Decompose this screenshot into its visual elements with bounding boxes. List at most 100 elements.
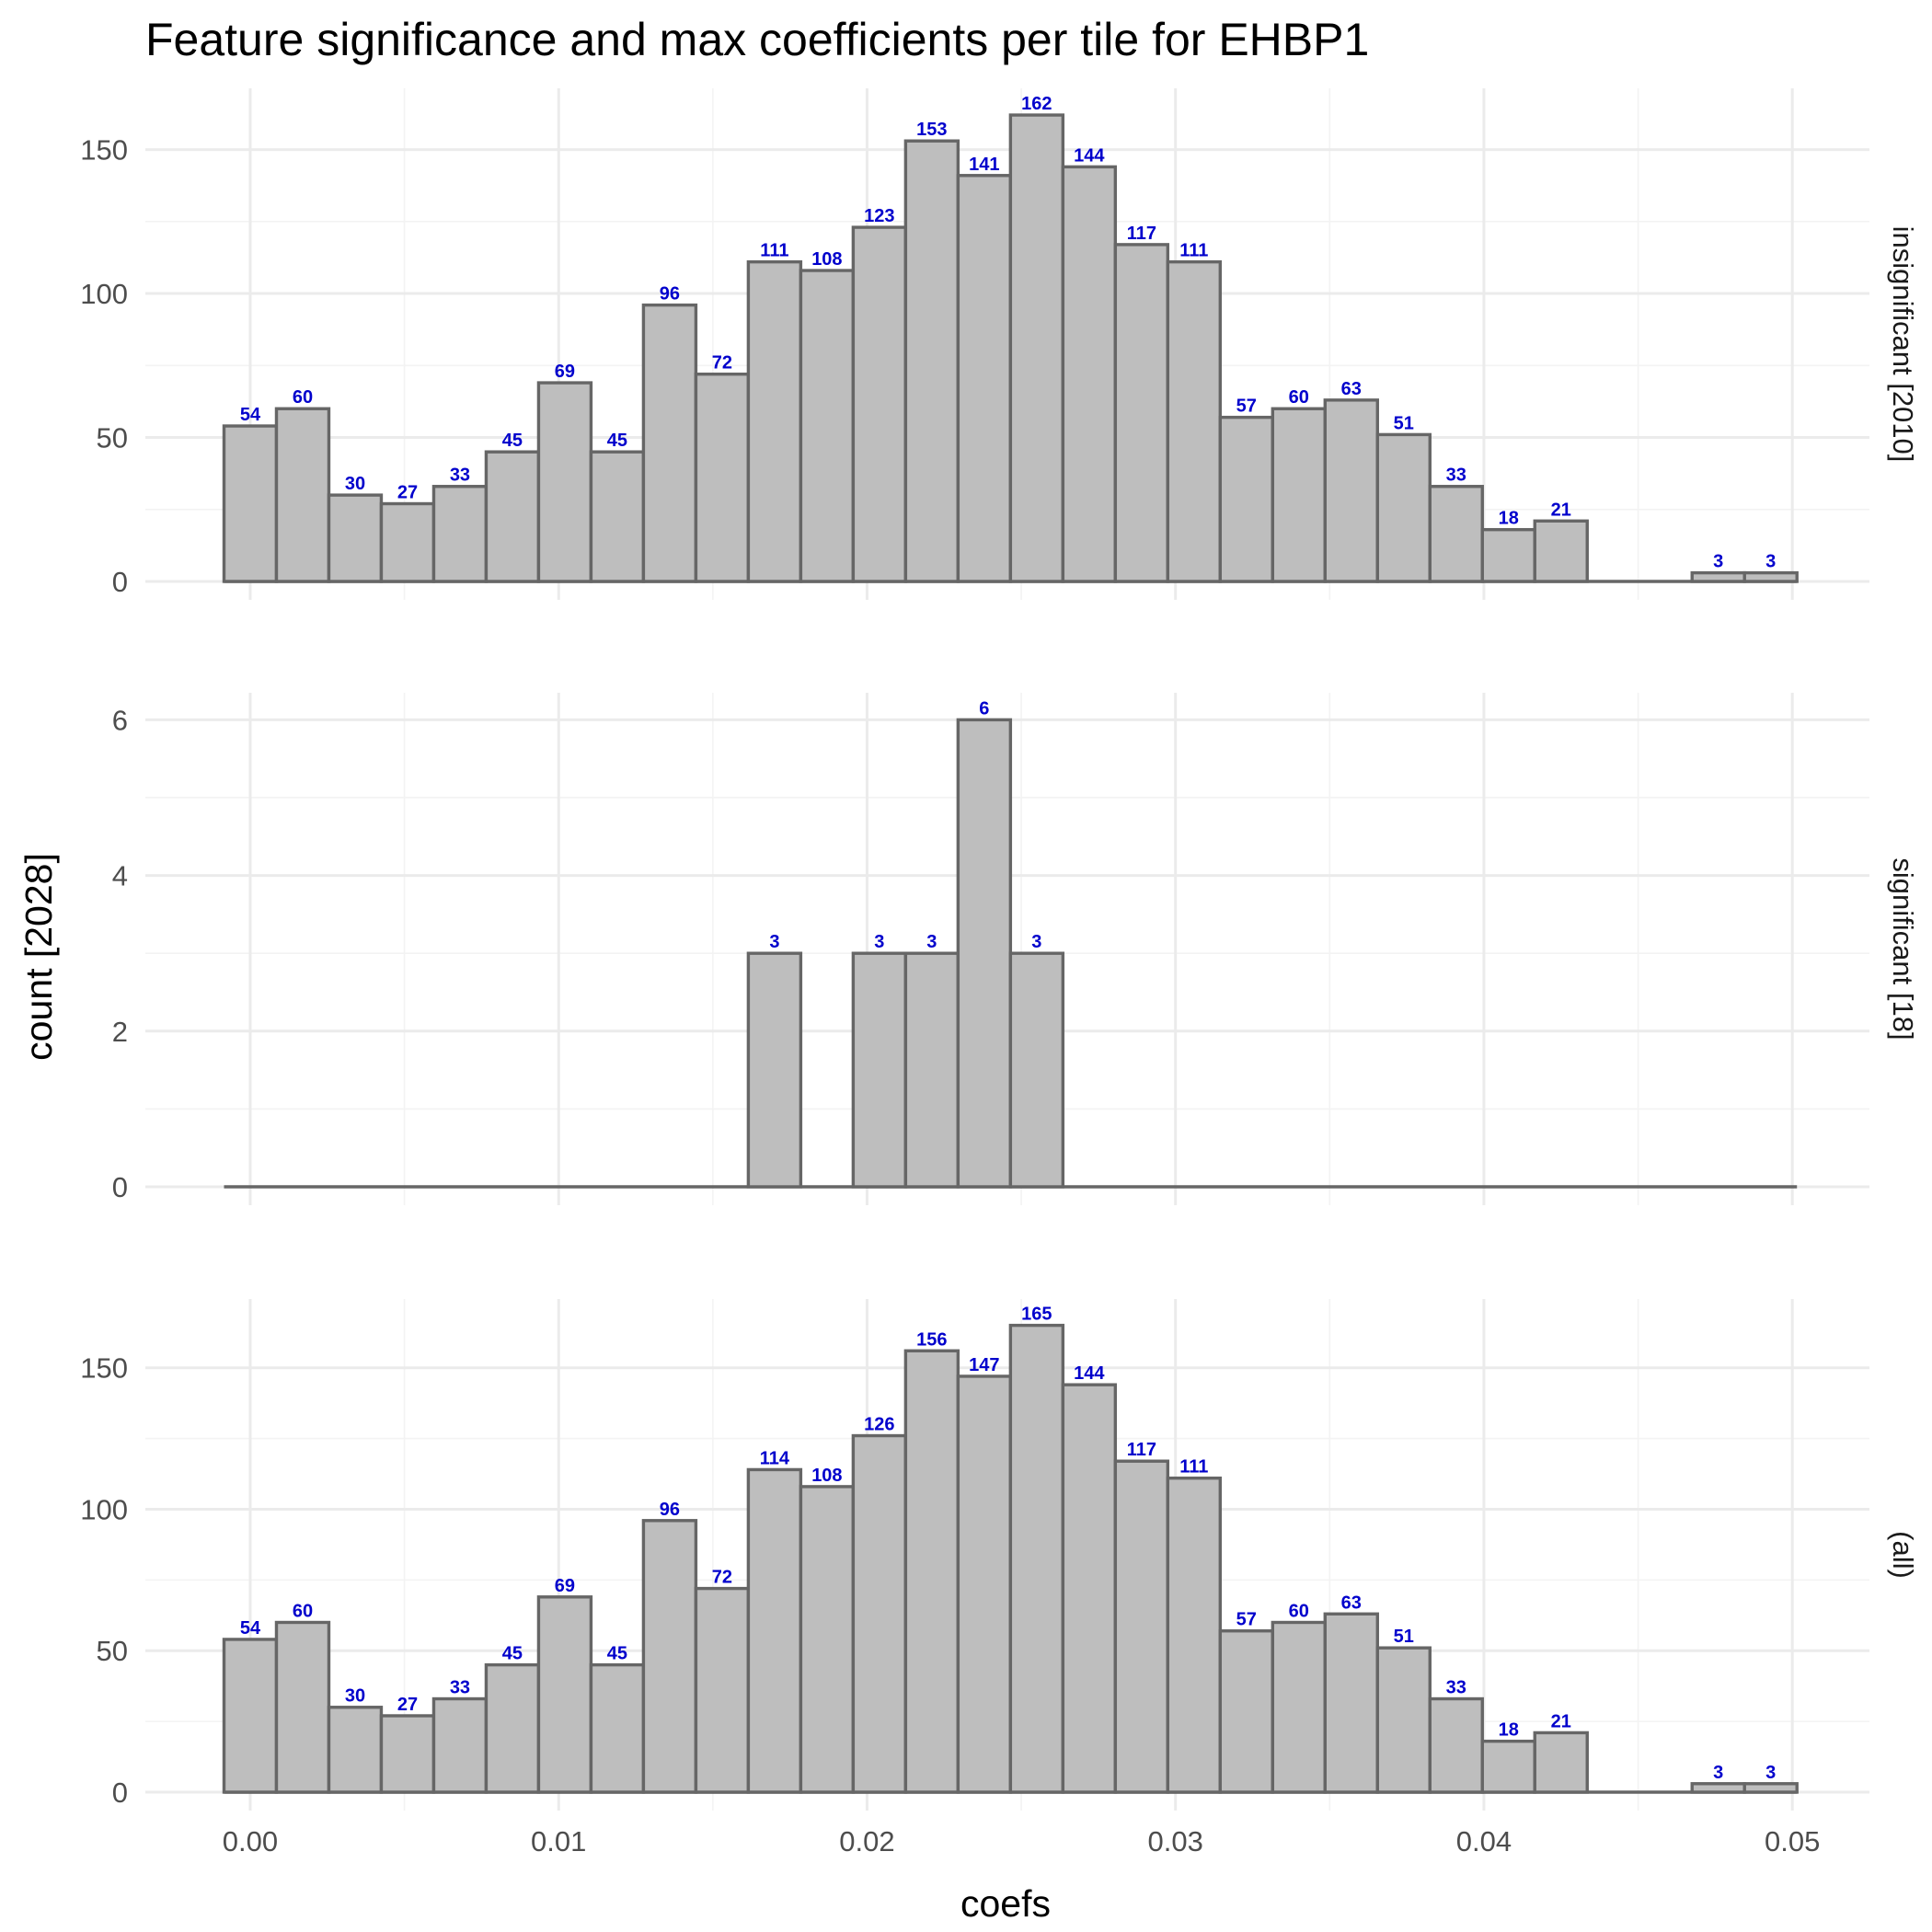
histogram-bar xyxy=(327,1706,384,1794)
bar-data-label: 72 xyxy=(712,1568,732,1588)
histogram-bar xyxy=(1166,259,1223,583)
histogram-bar xyxy=(589,450,646,583)
bar-data-label: 111 xyxy=(1179,241,1208,261)
bar-data-label: 96 xyxy=(660,284,680,305)
bar-data-label: 3 xyxy=(1031,932,1041,952)
bar-data-label: 3 xyxy=(769,932,779,952)
histogram-bar xyxy=(956,174,1013,583)
histogram-bar xyxy=(694,1586,751,1794)
y-axis-title: count [2028] xyxy=(17,853,60,1061)
bar-data-label: 3 xyxy=(1713,552,1723,572)
bar-data-label: 33 xyxy=(450,466,470,486)
y-tick-label: 100 xyxy=(80,278,128,310)
bar-data-label: 3 xyxy=(926,932,937,952)
y-tick-label: 4 xyxy=(112,860,128,892)
bar-data-label: 33 xyxy=(1446,1678,1466,1698)
bar-data-label: 123 xyxy=(864,206,894,226)
x-tick-label: 0.03 xyxy=(1148,1825,1203,1857)
bar-data-label: 69 xyxy=(555,1576,575,1596)
bar-data-label: 108 xyxy=(811,249,842,270)
y-tick-label: 6 xyxy=(112,704,128,736)
histogram-bar xyxy=(1690,570,1746,583)
facet-panel-significant: 0 2 4 6 3 3 3 6 3 significant [18] xyxy=(112,693,1919,1205)
histogram-bar xyxy=(536,381,593,583)
bar-data-label: 162 xyxy=(1021,94,1052,114)
x-tick-label: 0.01 xyxy=(531,1825,586,1857)
bar-data-label: 57 xyxy=(1236,1610,1257,1630)
histogram-bar xyxy=(431,485,489,583)
bar-data-label: 156 xyxy=(916,1329,947,1350)
histogram-bar xyxy=(379,501,436,583)
histogram-bar xyxy=(1690,1782,1746,1794)
y-tick-label: 50 xyxy=(97,422,128,454)
bar-data-label: 3 xyxy=(874,932,884,952)
histogram-bar xyxy=(1375,1646,1432,1794)
histogram-bar xyxy=(746,1467,803,1794)
bar-data-label: 3 xyxy=(1765,1763,1776,1783)
histogram-bar xyxy=(1061,165,1118,583)
histogram-bar xyxy=(903,1349,960,1794)
histogram-bar xyxy=(1533,1731,1589,1794)
bar-data-label: 60 xyxy=(293,387,313,408)
x-tick-label: 0.02 xyxy=(839,1825,894,1857)
bar-data-label: 69 xyxy=(555,362,575,382)
y-tick-label: 100 xyxy=(80,1493,128,1525)
histogram-bar xyxy=(484,1662,541,1794)
bar-data-label: 108 xyxy=(811,1466,842,1486)
bar-data-label: 54 xyxy=(240,1618,261,1639)
bar-data-label: 114 xyxy=(760,1448,790,1468)
histogram-bar xyxy=(956,1374,1013,1794)
bar-data-label: 18 xyxy=(1499,1720,1519,1741)
bar-data-label: 21 xyxy=(1551,500,1571,520)
histogram-bar xyxy=(1271,407,1327,583)
bar-data-label: 96 xyxy=(660,1500,680,1520)
histogram-bar xyxy=(1008,1323,1065,1794)
facet-strip-label: (all) xyxy=(1887,1531,1919,1579)
histogram-bar xyxy=(431,1696,489,1794)
bar-data-label: 153 xyxy=(916,120,947,140)
bar-data-label: 18 xyxy=(1499,509,1519,529)
histogram-bar xyxy=(799,269,856,583)
bar-data-label: 45 xyxy=(502,431,523,451)
bar-data-label: 147 xyxy=(969,1355,999,1375)
histogram-bar xyxy=(1113,243,1170,583)
bar-data-label: 63 xyxy=(1341,379,1362,399)
bar-data-label: 126 xyxy=(864,1415,894,1435)
bar-data-label: 117 xyxy=(1127,1440,1156,1460)
histogram-bar xyxy=(851,225,908,583)
bar-data-label: 60 xyxy=(1289,387,1309,408)
histogram-bar xyxy=(1428,485,1484,583)
histogram-bar xyxy=(1375,432,1432,583)
bar-data-label: 27 xyxy=(397,1695,418,1715)
histogram-bar xyxy=(1533,519,1589,583)
histogram-bar xyxy=(274,407,331,583)
histogram-bar xyxy=(641,303,698,583)
histogram-bar xyxy=(746,951,803,1189)
bar-data-label: 21 xyxy=(1551,1711,1571,1731)
histogram-bar xyxy=(1428,1696,1484,1794)
histogram-bar xyxy=(1218,415,1275,583)
y-tick-label: 150 xyxy=(80,134,128,167)
histogram-bar xyxy=(1271,1620,1327,1794)
histogram-bar xyxy=(851,1433,908,1794)
histogram-bar xyxy=(1323,1612,1379,1794)
bar-data-label: 30 xyxy=(345,1686,365,1707)
bar-data-label: 6 xyxy=(979,698,989,719)
bar-data-label: 45 xyxy=(607,431,627,451)
bar-data-label: 60 xyxy=(1289,1601,1309,1621)
histogram-bar xyxy=(746,259,803,583)
bar-data-label: 3 xyxy=(1713,1763,1723,1783)
histogram-bar xyxy=(379,1714,436,1794)
bar-data-label: 3 xyxy=(1765,552,1776,572)
histogram-bar xyxy=(589,1662,646,1794)
histogram-bar xyxy=(222,424,279,583)
bar-data-label: 51 xyxy=(1394,1627,1414,1647)
histogram-bar xyxy=(484,450,541,583)
bar-data-label: 57 xyxy=(1236,397,1257,417)
histogram-bar xyxy=(1742,570,1799,583)
bar-data-label: 72 xyxy=(712,353,732,374)
